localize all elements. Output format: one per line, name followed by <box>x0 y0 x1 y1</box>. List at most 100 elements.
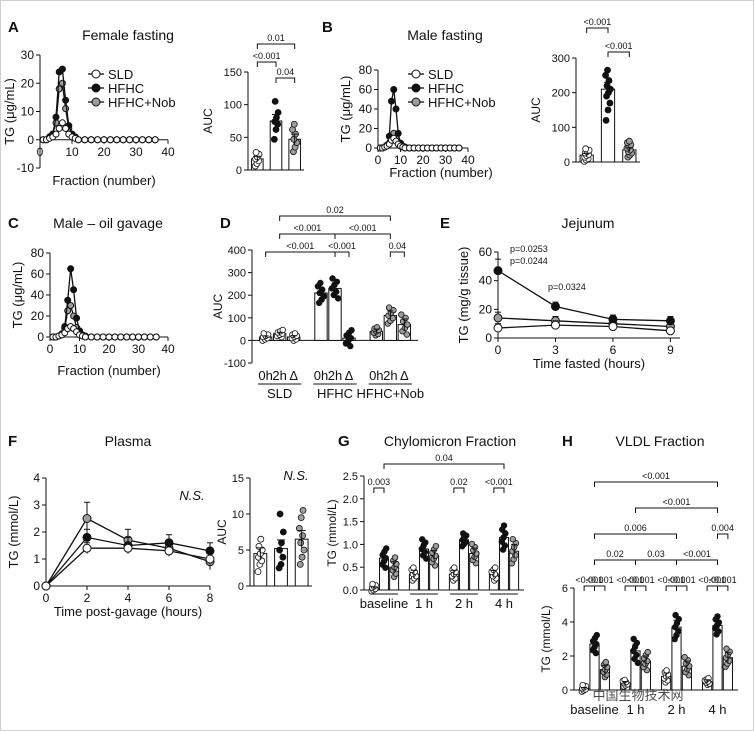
panel-h-group-label: baseline <box>570 702 618 717</box>
panel-e-x-label: Time fasted (hours) <box>533 356 645 371</box>
panel-g-data-point <box>500 522 508 529</box>
panel-d-y-label: AUC <box>211 294 225 320</box>
panel-c-point <box>67 265 75 273</box>
panel-a-y-tick-label: 0 <box>27 133 34 147</box>
panel-a-title: Female fasting <box>82 27 174 43</box>
panel-a-point <box>145 136 153 144</box>
panel-h-bracket <box>583 585 595 591</box>
panel-h-bracket-label: <0.001 <box>642 471 670 481</box>
panel-a-point <box>151 136 159 144</box>
panel-f-y-tick-label: 4 <box>33 471 40 485</box>
panel-b-auc-bracket-label: <0.001 <box>605 41 633 51</box>
panel-e-line-sld <box>497 324 671 332</box>
panel-c-y-tick-label: 80 <box>31 246 45 260</box>
panel-e-point <box>665 316 675 326</box>
panel-h-group-label: 4 h <box>708 702 726 717</box>
panel-a-x-tick-label: 10 <box>65 145 79 159</box>
panel-b-auc: 0 100 200 300 AUC <0.001 <0.001 <box>529 17 640 169</box>
panel-a-x-tick-label: 30 <box>129 145 143 159</box>
panel-a-point <box>74 136 82 144</box>
panel-f-point <box>41 581 51 591</box>
panel-a-y-label: TG (μg/mL) <box>2 78 17 145</box>
panel-e-y-label: TG (mg/g tissue) <box>456 247 471 344</box>
panel-h-bracket <box>594 559 636 565</box>
panel-b-y-tick-label: 60 <box>359 83 373 97</box>
panel-f-auc-y-tick-label: 15 <box>232 473 244 485</box>
panel-d-y-tick-label: 100 <box>228 313 246 325</box>
panel-d-group-label: HFHC <box>317 386 353 401</box>
panel-h-data-point <box>672 611 679 619</box>
panel-d-category-label: 2h <box>272 368 286 383</box>
panel-f-auc-data-point <box>277 561 285 568</box>
panel-a-y-tick-label: 10 <box>21 105 35 119</box>
panel-c-point <box>93 333 101 341</box>
panel-g-data-point <box>451 564 458 571</box>
panel-e-x-tick-label: 6 <box>610 343 617 357</box>
panel-f-auc-data-point <box>255 543 263 550</box>
panel-g-data-point <box>492 564 499 571</box>
panel-a-auc-y-tick-label: 150 <box>224 67 242 79</box>
panel-b-x-tick-label: 30 <box>439 153 453 167</box>
panel-d-bracket-label: 0.04 <box>389 241 407 251</box>
panel-c-point <box>70 286 78 294</box>
panel-f-auc-data-point <box>300 546 308 554</box>
panel-d-category-label: Δ <box>345 368 354 383</box>
panel-a-y-tick-label: -10 <box>17 161 35 175</box>
panel-c-point <box>87 333 95 341</box>
panel-d-bracket-label: <0.001 <box>286 241 314 251</box>
panel-h-bracket <box>594 585 606 591</box>
panel-b-legend-marker <box>411 69 421 79</box>
panel-a-auc-data-point <box>252 148 260 156</box>
panel-b-point <box>455 144 463 152</box>
panel-h-bracket-label: <0.001 <box>575 575 603 585</box>
panel-a-point <box>106 136 114 144</box>
panel-b-legend-label: HFHC+Nob <box>428 95 496 110</box>
panel-a-x-tick-label: 40 <box>161 145 175 159</box>
panel-c-point <box>99 333 107 341</box>
panel-f-auc-y-label: AUC <box>215 519 229 545</box>
panel-b-auc-data-point <box>606 99 614 107</box>
panel-h-bracket <box>594 481 718 487</box>
panel-f-line-sld <box>45 547 211 587</box>
panel-h-bracket-label: 0.02 <box>606 549 624 559</box>
panel-a-auc-data-point <box>290 120 298 128</box>
panel-b-auc-y-tick-label: 100 <box>552 122 570 134</box>
panel-a-legend-label: HFHC <box>108 81 144 96</box>
panel-letter-a: A <box>8 19 19 36</box>
panel-a-y-tick-label: 30 <box>21 48 35 62</box>
panel-g-bracket <box>383 463 505 469</box>
panel-e-point <box>493 313 503 323</box>
panel-d-y-tick-label: 300 <box>228 268 246 280</box>
panel-g-bracket-label: 0.003 <box>368 477 391 487</box>
panel-d-y-tick-label: 0 <box>240 335 246 347</box>
panel-h-data-point <box>602 658 610 666</box>
panel-d-bracket <box>265 251 336 257</box>
panel-f-point <box>164 546 174 556</box>
panel-d-bracket-label: 0.02 <box>326 205 344 215</box>
panel-d-data-point <box>398 311 405 318</box>
panel-d-data-point <box>329 275 336 282</box>
panel-g-y-tick-label: 1.0 <box>343 539 358 551</box>
panel-letter-b: B <box>322 19 333 36</box>
panel-h-data-point <box>723 645 730 652</box>
panel-h-bracket-label: 0.004 <box>711 523 734 533</box>
panel-h-data-point <box>714 613 721 620</box>
panel-g-bracket-label: <0.001 <box>485 477 513 487</box>
panel-g-data-point <box>391 554 399 561</box>
panel-d-bracket-label: <0.001 <box>293 223 321 233</box>
panel-g-bracket <box>493 487 505 493</box>
panel-a-point <box>100 136 108 144</box>
panel-f-point <box>123 543 133 553</box>
panel-a-auc-bracket <box>256 61 277 67</box>
panel-letter-g: G <box>338 433 350 450</box>
panel-f-annotation: N.S. <box>179 488 204 503</box>
panel-a-legend-label: SLD <box>108 67 133 82</box>
panel-f-auc-data-point <box>297 539 305 547</box>
panel-e-series-hfhc <box>493 258 675 326</box>
panel-b-x-tick-label: 10 <box>394 153 408 167</box>
panel-a-auc-bracket <box>256 43 296 49</box>
panel-a-point <box>62 105 70 113</box>
panel-c-point <box>73 314 81 322</box>
panel-g-bracket-label: 0.02 <box>450 477 468 487</box>
panel-g-y-label: TG (mmol/L) <box>325 499 339 566</box>
